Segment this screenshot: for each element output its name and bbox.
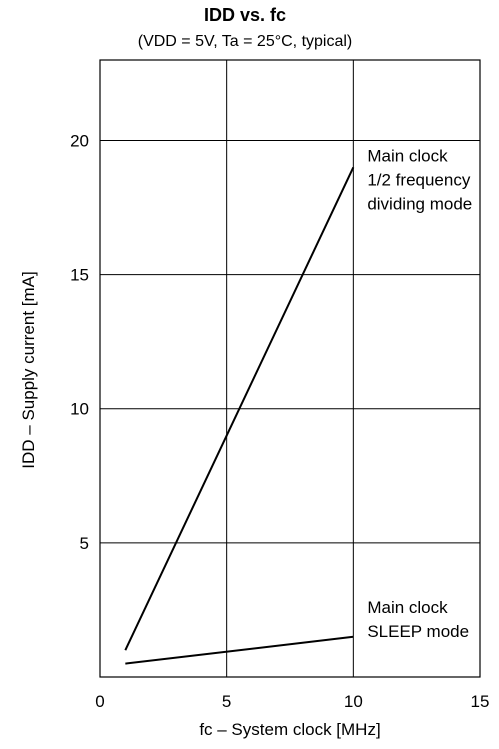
series-annotation: dividing mode	[367, 194, 472, 213]
x-tick-label: 10	[344, 692, 363, 711]
series-annotation: Main clock	[367, 146, 448, 165]
y-tick-label: 10	[70, 400, 89, 419]
x-tick-label: 0	[95, 692, 104, 711]
y-axis-label: IDD – Supply current [mA]	[19, 271, 38, 468]
x-tick-label: 15	[471, 692, 490, 711]
series-line-1	[124, 166, 355, 651]
series-line-2	[125, 635, 354, 665]
y-tick-label: 20	[70, 131, 89, 150]
x-tick-label: 5	[222, 692, 231, 711]
series-annotation: SLEEP mode	[367, 622, 469, 641]
chart-title: IDD vs. fc	[204, 5, 286, 25]
series-annotation: 1/2 frequency	[367, 170, 471, 189]
plot-frame	[99, 59, 481, 678]
x-axis-label: fc – System clock [MHz]	[199, 720, 380, 739]
y-tick-label: 15	[70, 266, 89, 285]
series-annotation: Main clock	[367, 598, 448, 617]
chart-subtitle: (VDD = 5V, Ta = 25°C, typical)	[138, 33, 353, 50]
y-tick-label: 5	[80, 534, 89, 553]
